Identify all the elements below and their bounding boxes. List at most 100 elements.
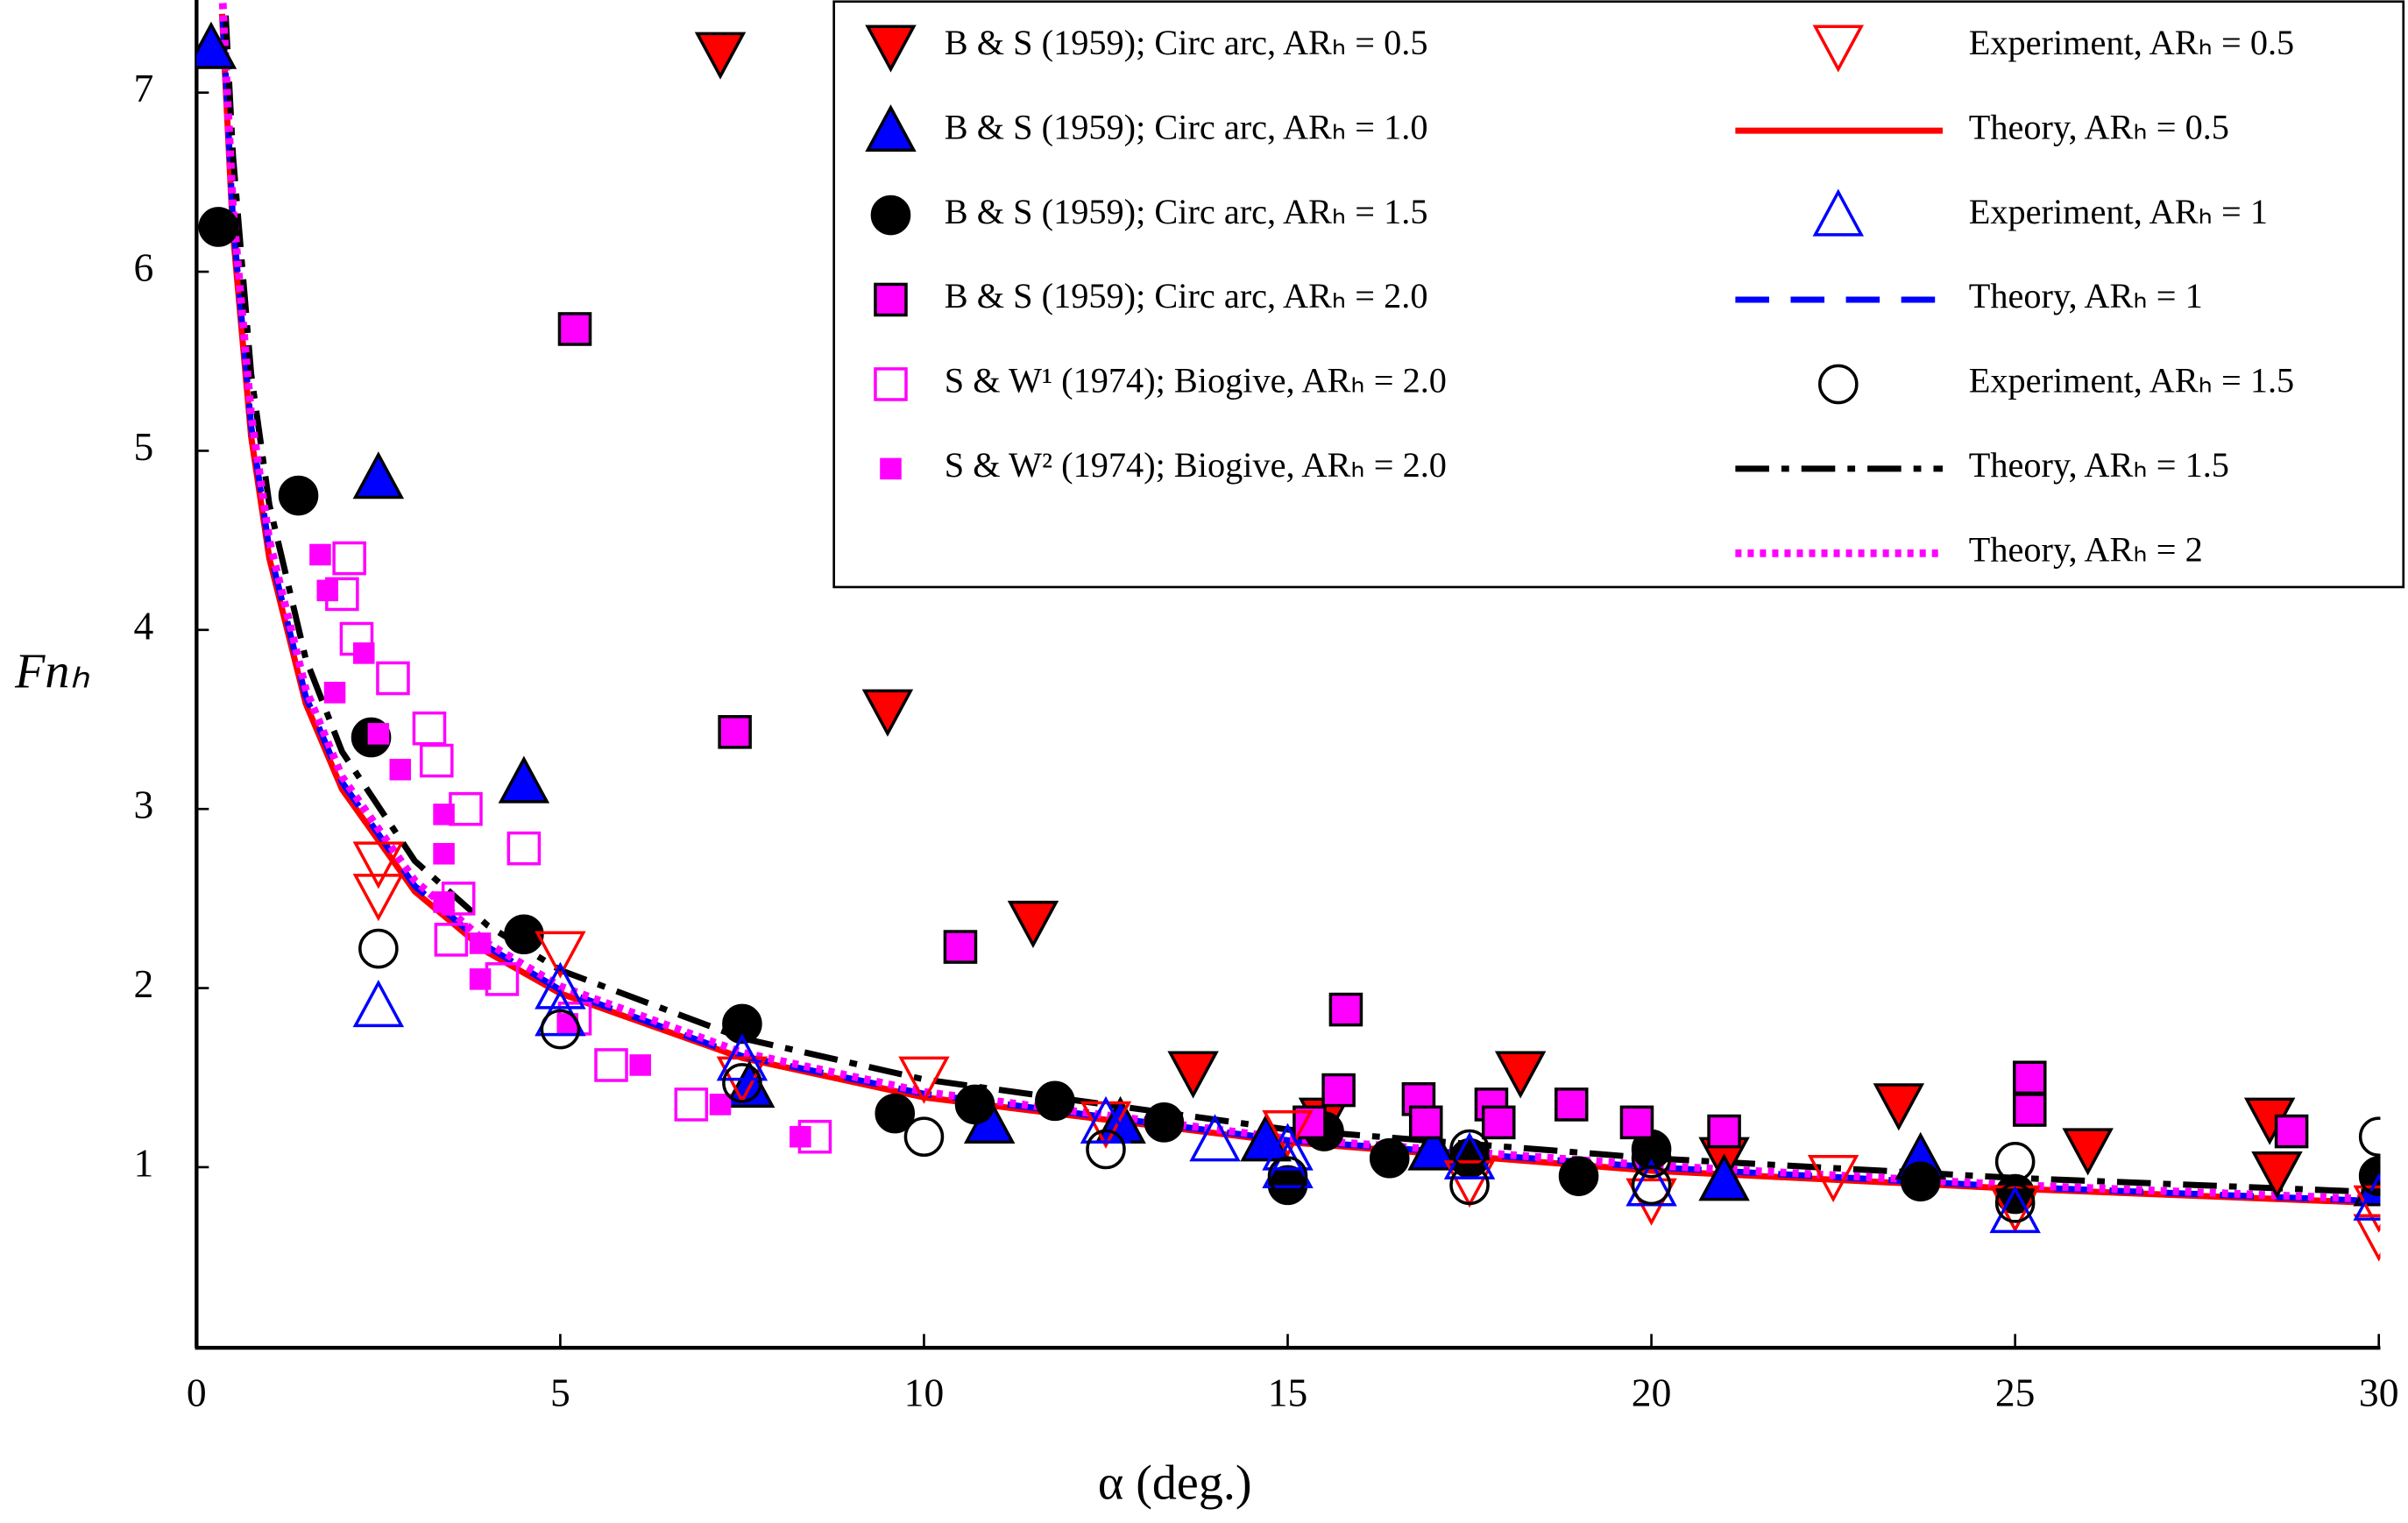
marker [1267, 1165, 1308, 1206]
marker [352, 451, 405, 499]
marker [309, 543, 331, 566]
legend-label: Theory, ARₕ = 2 [1969, 530, 2203, 570]
legend-label: Theory, ARₕ = 1.5 [1969, 445, 2229, 485]
marker [316, 579, 339, 602]
marker [1035, 1080, 1075, 1122]
marker [2353, 1185, 2381, 1233]
plot-area [196, 3, 2381, 1262]
marker [389, 758, 412, 781]
marker [903, 1116, 945, 1157]
marker [2062, 1128, 2114, 1176]
x-axis-title: α (deg.) [1098, 1456, 1252, 1511]
y-tick-label: 3 [133, 783, 153, 827]
legend-label: Experiment, ARₕ = 1 [1969, 192, 2268, 231]
marker [1994, 1183, 2036, 1223]
marker [1443, 1160, 1496, 1208]
marker [352, 642, 375, 664]
marker [2358, 1156, 2381, 1196]
marker [278, 475, 319, 516]
marker [718, 715, 752, 749]
marker [2012, 1060, 2047, 1095]
marker [1443, 1131, 1496, 1179]
y-tick-label: 5 [133, 424, 153, 469]
marker [1707, 1114, 1741, 1149]
marker [1807, 1155, 1859, 1203]
marker [722, 1003, 762, 1045]
marker [1240, 1114, 1292, 1162]
marker [1994, 1142, 2036, 1182]
marker [1369, 1137, 1410, 1179]
marker [1407, 1123, 1459, 1171]
marker [419, 743, 454, 778]
marker [2353, 1214, 2381, 1262]
marker [332, 541, 366, 576]
marker [865, 104, 917, 152]
marker [1494, 1051, 1547, 1099]
legend [832, 0, 2405, 589]
marker [1262, 1123, 1314, 1171]
x-tick-label: 30 [2359, 1371, 2399, 1415]
marker [352, 874, 405, 922]
marker [865, 25, 917, 73]
marker [1267, 1156, 1308, 1196]
marker [535, 961, 586, 1009]
legend-label: B & S (1959); Circ arc, ARₕ = 2.0 [945, 276, 1428, 315]
marker [358, 928, 399, 969]
marker [1321, 1073, 1356, 1108]
marker [1812, 25, 1865, 73]
legend-label: B & S (1959); Circ arc, ARₕ = 1.0 [945, 107, 1428, 146]
marker [557, 312, 592, 346]
marker [1554, 1087, 1589, 1122]
marker [540, 1009, 581, 1050]
x-tick-label: 10 [904, 1371, 945, 1415]
legend-label: S & W² (1974); Biogive, ARₕ = 2.0 [945, 445, 1447, 485]
legend-label: Theory, ARₕ = 0.5 [1969, 107, 2229, 146]
marker [1631, 1137, 1672, 1179]
marker [594, 1048, 628, 1082]
x-tick-label: 0 [187, 1371, 207, 1415]
marker [629, 1054, 651, 1076]
legend-label: B & S (1959); Circ arc, ARₕ = 1.5 [945, 192, 1428, 231]
marker [1262, 1109, 1314, 1158]
marker [1328, 992, 1363, 1027]
marker [674, 1087, 709, 1122]
marker [506, 831, 542, 866]
marker [861, 689, 914, 737]
marker [2251, 1151, 2303, 1200]
marker [535, 931, 586, 979]
legend-label: Theory, ARₕ = 1 [1969, 276, 2203, 315]
marker [1262, 1140, 1314, 1189]
marker [1086, 1129, 1126, 1170]
legend-label: S & W¹ (1974); Biogive, ARₕ = 2.0 [945, 361, 1447, 400]
marker [1989, 1186, 2041, 1234]
marker [943, 930, 978, 964]
marker [875, 1093, 916, 1134]
marker [2012, 1093, 2047, 1127]
marker [434, 923, 469, 957]
marker [433, 843, 455, 865]
marker [469, 968, 492, 990]
marker [722, 1063, 762, 1103]
marker [433, 804, 455, 825]
y-tick-label: 2 [133, 961, 153, 1006]
y-tick-label: 7 [133, 66, 153, 110]
marker [1873, 1083, 1925, 1131]
marker [433, 891, 455, 913]
marker [2274, 1114, 2309, 1149]
marker [880, 457, 902, 480]
y-tick-label: 1 [133, 1140, 153, 1185]
marker [874, 367, 908, 401]
marker [1818, 364, 1859, 405]
y-axis-title: Fnₕ [14, 645, 89, 699]
marker [1558, 1156, 1599, 1196]
marker [790, 1125, 811, 1148]
x-tick-label: 5 [550, 1371, 570, 1415]
marker [367, 723, 390, 745]
marker [196, 21, 237, 69]
x-tick-label: 20 [1632, 1371, 1672, 1415]
marker [694, 32, 747, 80]
marker [1481, 1105, 1516, 1140]
marker [352, 841, 405, 889]
marker [709, 1094, 732, 1116]
